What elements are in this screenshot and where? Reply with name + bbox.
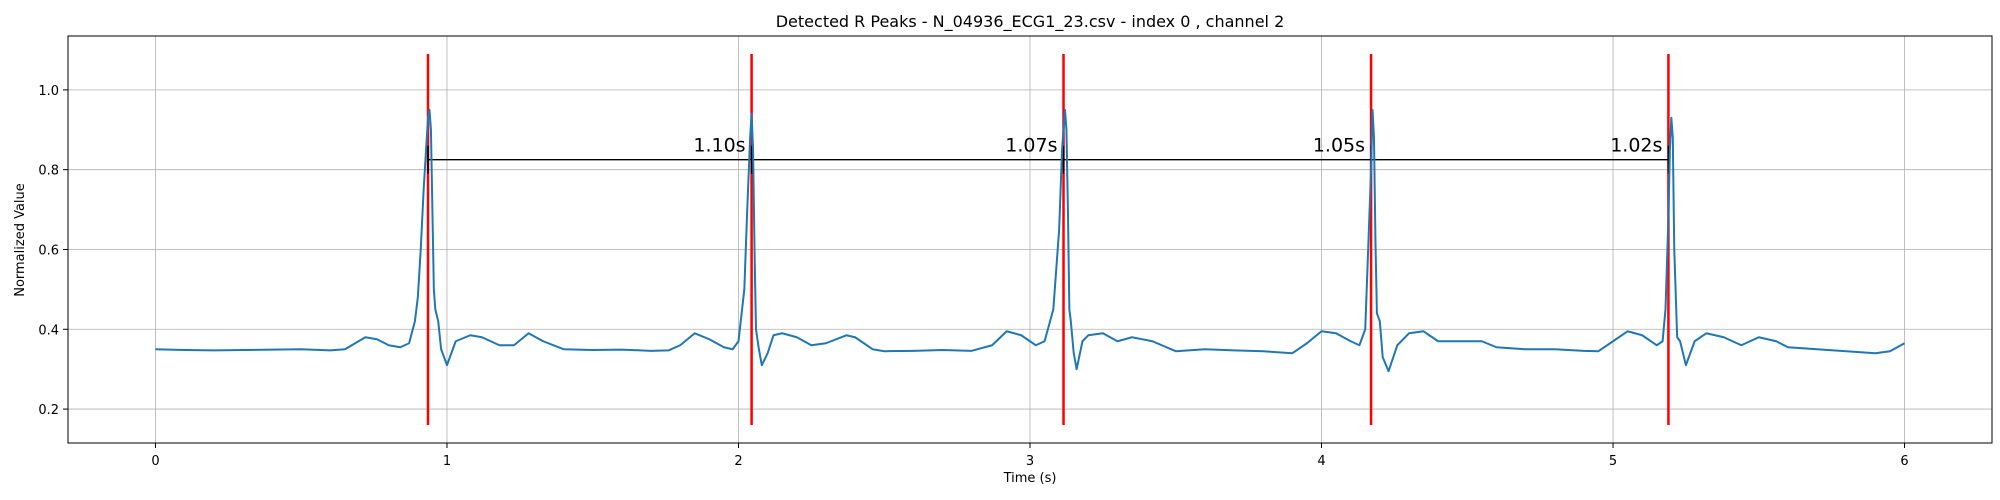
y-tick-label: 0.4 [38,323,59,338]
rr-interval-label: 1.10s [693,135,745,157]
y-axis-label: Normalized Value [13,183,28,297]
x-axis-ticks: 0 1 2 3 4 5 6 [151,443,1909,469]
x-tick-label: 6 [1900,454,1908,469]
x-tick-label: 4 [1317,454,1325,469]
x-tick-label: 5 [1609,454,1617,469]
y-axis-ticks: 0.2 0.4 0.6 0.8 1.0 [38,84,68,418]
chart-title: Detected R Peaks - N_04936_ECG1_23.csv -… [776,12,1285,32]
y-tick-label: 0.6 [38,243,59,258]
rr-interval-label: 1.07s [1005,135,1057,157]
x-tick-label: 1 [443,454,451,469]
y-tick-label: 0.8 [38,164,59,179]
ecg-series [155,108,1906,373]
x-tick-label: 0 [151,454,159,469]
y-tick-label: 1.0 [38,84,59,99]
x-tick-label: 2 [734,454,742,469]
rr-interval-label: 1.05s [1313,135,1365,157]
y-tick-label: 0.2 [38,403,59,418]
grid-lines [68,36,1992,443]
x-axis-label: Time (s) [1003,471,1057,486]
x-tick-label: 3 [1026,454,1034,469]
ecg-signal-line [155,108,1906,373]
rr-interval-annotations: 1.10s 1.07s 1.05s 1.02s [427,135,1670,174]
rr-interval-label: 1.02s [1610,135,1662,157]
